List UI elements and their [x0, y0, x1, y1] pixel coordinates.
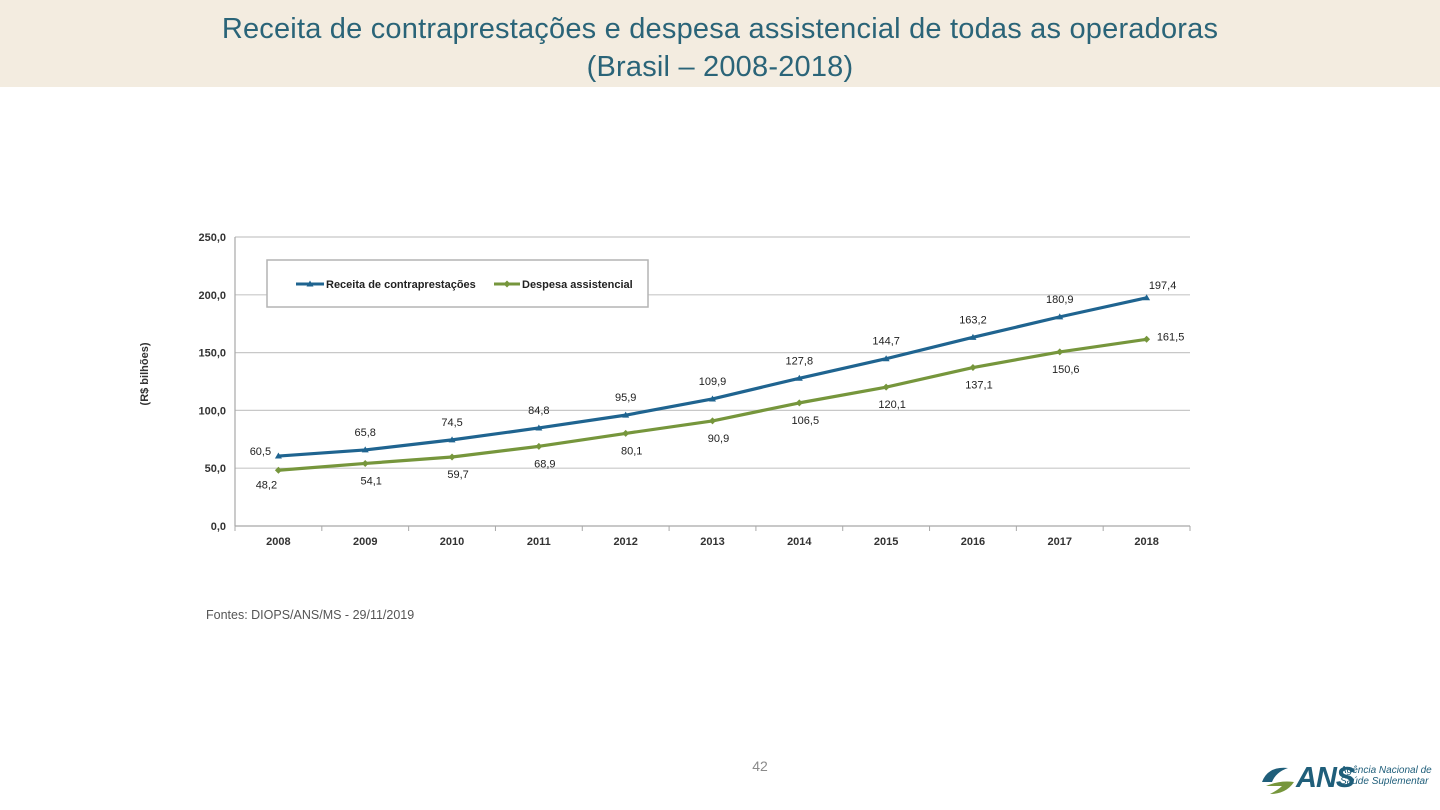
data-label-despesa: 150,6 [1052, 364, 1080, 376]
data-point-receita [274, 452, 282, 459]
data-label-despesa: 54,1 [361, 475, 382, 487]
data-point-despesa [1143, 335, 1151, 343]
ans-logo-name: Agência Nacional de Saúde Suplementar [1340, 765, 1440, 787]
data-point-receita [535, 424, 543, 431]
data-label-despesa: 48,2 [256, 479, 277, 491]
title-band [0, 0, 1440, 87]
data-point-despesa [274, 466, 282, 474]
x-tick-label: 2009 [353, 536, 377, 548]
page-title: Receita de contraprestações e despesa as… [0, 10, 1440, 86]
ans-logo-name-line2: Saúde Suplementar [1340, 776, 1429, 787]
data-point-receita [622, 411, 630, 418]
source-note: Fontes: DIOPS/ANS/MS - 29/11/2019 [206, 608, 415, 622]
data-label-despesa: 137,1 [965, 380, 993, 392]
data-label-receita: 84,8 [528, 405, 549, 417]
x-tick-label: 2016 [961, 536, 985, 548]
y-tick-label: 100,0 [198, 405, 226, 417]
data-label-receita: 180,9 [1046, 294, 1074, 306]
data-point-receita [1056, 313, 1064, 320]
data-label-despesa: 80,1 [621, 445, 642, 457]
data-point-despesa [1056, 348, 1064, 356]
legend-label-receita: Receita de contraprestações [326, 279, 476, 291]
data-point-receita [969, 333, 977, 340]
data-label-despesa: 120,1 [878, 399, 906, 411]
series-line-despesa [278, 337, 1147, 472]
data-label-receita: 144,7 [872, 336, 900, 348]
data-point-receita [709, 395, 716, 402]
legend-marker-despesa [503, 280, 511, 288]
data-point-despesa [622, 429, 630, 437]
ans-logo-name-line1: Agência Nacional de [1340, 765, 1432, 776]
data-label-receita: 74,5 [441, 417, 462, 429]
data-point-despesa [795, 399, 803, 407]
data-label-despesa: 59,7 [447, 469, 468, 481]
data-point-despesa [535, 442, 543, 450]
y-axis-title: (R$ bilhões) [139, 342, 151, 405]
legend-label-despesa: Despesa assistencial [522, 279, 633, 291]
data-point-receita [361, 446, 369, 453]
data-point-despesa [709, 417, 716, 425]
x-tick-label: 2017 [1048, 536, 1072, 548]
y-tick-label: 200,0 [198, 290, 226, 302]
data-point-despesa [882, 383, 890, 391]
ans-logo-acronym: ANS [1296, 762, 1355, 794]
y-tick-label: 250,0 [198, 232, 226, 244]
data-point-despesa [969, 364, 977, 372]
data-label-despesa: 161,5 [1157, 331, 1185, 343]
page-number: 42 [752, 758, 768, 774]
page-title-line2: (Brasil – 2008-2018) [586, 51, 854, 83]
x-tick-label: 2010 [440, 536, 464, 548]
legend-box [266, 259, 649, 308]
data-label-despesa: 90,9 [708, 433, 729, 445]
x-tick-label: 2008 [266, 536, 290, 548]
data-point-despesa [448, 453, 456, 461]
data-label-receita: 95,9 [615, 392, 636, 404]
y-tick-label: 0,0 [211, 521, 226, 533]
page-title-line1: Receita de contraprestações e despesa as… [221, 13, 1219, 45]
ans-logo-icon [1262, 767, 1294, 794]
data-label-receita: 60,5 [250, 446, 271, 458]
x-tick-label: 2018 [1134, 536, 1158, 548]
data-label-despesa: 106,5 [792, 415, 820, 427]
x-tick-label: 2013 [700, 536, 724, 548]
ans-logo: ANS Agência Nacional de Saúde Suplementa… [1258, 760, 1433, 800]
x-tick-label: 2014 [787, 536, 812, 548]
data-label-receita: 163,2 [959, 314, 987, 326]
data-point-receita [795, 374, 803, 381]
data-point-receita [1143, 294, 1151, 301]
data-label-receita: 197,4 [1149, 280, 1177, 292]
data-point-despesa [361, 459, 369, 467]
data-label-despesa: 68,9 [534, 458, 555, 470]
y-tick-label: 150,0 [198, 348, 226, 360]
x-tick-label: 2015 [874, 536, 898, 548]
data-label-receita: 65,8 [355, 427, 376, 439]
data-label-receita: 127,8 [786, 355, 814, 367]
data-label-receita: 109,9 [699, 376, 727, 388]
legend-marker-receita [306, 280, 314, 287]
x-tick-label: 2012 [613, 536, 637, 548]
y-tick-label: 50,0 [205, 463, 226, 475]
data-point-receita [882, 355, 890, 362]
data-point-receita [448, 436, 456, 443]
x-tick-label: 2011 [527, 536, 551, 548]
